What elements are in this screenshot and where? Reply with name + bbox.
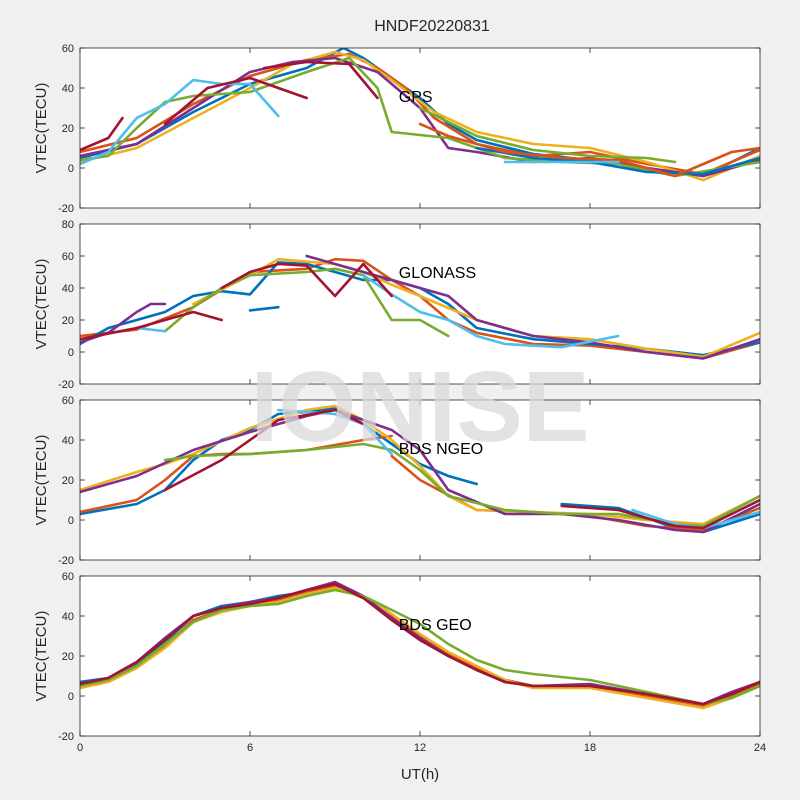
y-tick-label: 0 xyxy=(68,691,74,703)
y-tick-label: 0 xyxy=(68,163,74,175)
y-tick-label: 0 xyxy=(68,515,74,527)
series-line-10 xyxy=(220,262,394,298)
y-tick-label: 20 xyxy=(62,315,74,327)
series-line-8 xyxy=(276,408,394,456)
y-tick-label: 60 xyxy=(62,43,74,55)
y-axis-label: VTEC(TECU) xyxy=(33,611,50,702)
x-axis-label: UT(h) xyxy=(401,766,439,783)
figure-title: HNDF20220831 xyxy=(374,18,490,35)
y-tick-label: -20 xyxy=(58,203,74,215)
series-line-6 xyxy=(163,267,450,338)
series-line-6 xyxy=(80,78,280,166)
series-line-9 xyxy=(80,310,223,341)
y-tick-label: 40 xyxy=(62,283,74,295)
series-annotation: BDS NGEO xyxy=(399,441,483,458)
subplot-2: -20 0 20 40 60 80 VTEC(TECU) GLONASS xyxy=(33,219,761,391)
x-tick-label: 24 xyxy=(754,742,766,754)
series-line-10 xyxy=(475,146,760,176)
series-line-11 xyxy=(248,305,280,312)
x-tick-label: 18 xyxy=(584,742,596,754)
y-tick-label: 40 xyxy=(62,611,74,623)
series-line-8 xyxy=(163,76,309,126)
y-tick-label: 40 xyxy=(62,435,74,447)
x-tick-label: 12 xyxy=(414,742,426,754)
y-tick-label: 20 xyxy=(62,651,74,663)
series-line-3 xyxy=(192,257,760,359)
y-tick-label: 0 xyxy=(68,347,74,359)
plot-area xyxy=(80,576,760,736)
plot-area xyxy=(80,48,760,208)
series-line-12 xyxy=(418,106,677,164)
y-tick-label: 60 xyxy=(62,395,74,407)
y-axis-label: VTEC(TECU) xyxy=(33,435,50,526)
series-group xyxy=(80,48,760,182)
series-group xyxy=(80,254,760,360)
series-line-10 xyxy=(163,408,365,492)
x-tick-label: 0 xyxy=(77,742,83,754)
y-axis-label: VTEC(TECU) xyxy=(33,259,50,350)
y-tick-label: -20 xyxy=(58,555,74,567)
y-tick-label: 20 xyxy=(62,475,74,487)
series-group xyxy=(80,580,760,710)
series-line-11 xyxy=(560,498,760,530)
y-tick-label: -20 xyxy=(58,379,74,391)
series-line-9 xyxy=(262,60,379,100)
series-line-11 xyxy=(418,122,760,178)
series-line-6 xyxy=(80,582,760,706)
y-tick-label: 80 xyxy=(62,219,74,231)
series-line-7 xyxy=(80,116,124,152)
series-annotation: GPS xyxy=(399,89,433,106)
y-axis-label: VTEC(TECU) xyxy=(33,83,50,174)
series-line-5 xyxy=(80,588,760,706)
y-tick-label: 60 xyxy=(62,251,74,263)
series-line-8 xyxy=(361,273,620,349)
watermark: IONISE xyxy=(251,351,590,463)
y-tick-label: 40 xyxy=(62,83,74,95)
series-annotation: BDS GEO xyxy=(399,617,472,634)
x-tick-label: 6 xyxy=(247,742,253,754)
subplot-1: -20 0 20 40 60 VTEC(TECU) GPS xyxy=(33,43,761,215)
series-line-3 xyxy=(80,586,760,710)
series-line-6 xyxy=(80,408,760,534)
series-annotation: GLONASS xyxy=(399,265,476,282)
series-group xyxy=(80,404,760,534)
y-tick-label: -20 xyxy=(58,731,74,743)
y-tick-label: 60 xyxy=(62,571,74,583)
y-tick-label: 20 xyxy=(62,123,74,135)
series-line-7 xyxy=(135,326,167,333)
subplot-3: -20 0 20 40 60 VTEC(TECU) BDS NGEO xyxy=(33,395,761,567)
